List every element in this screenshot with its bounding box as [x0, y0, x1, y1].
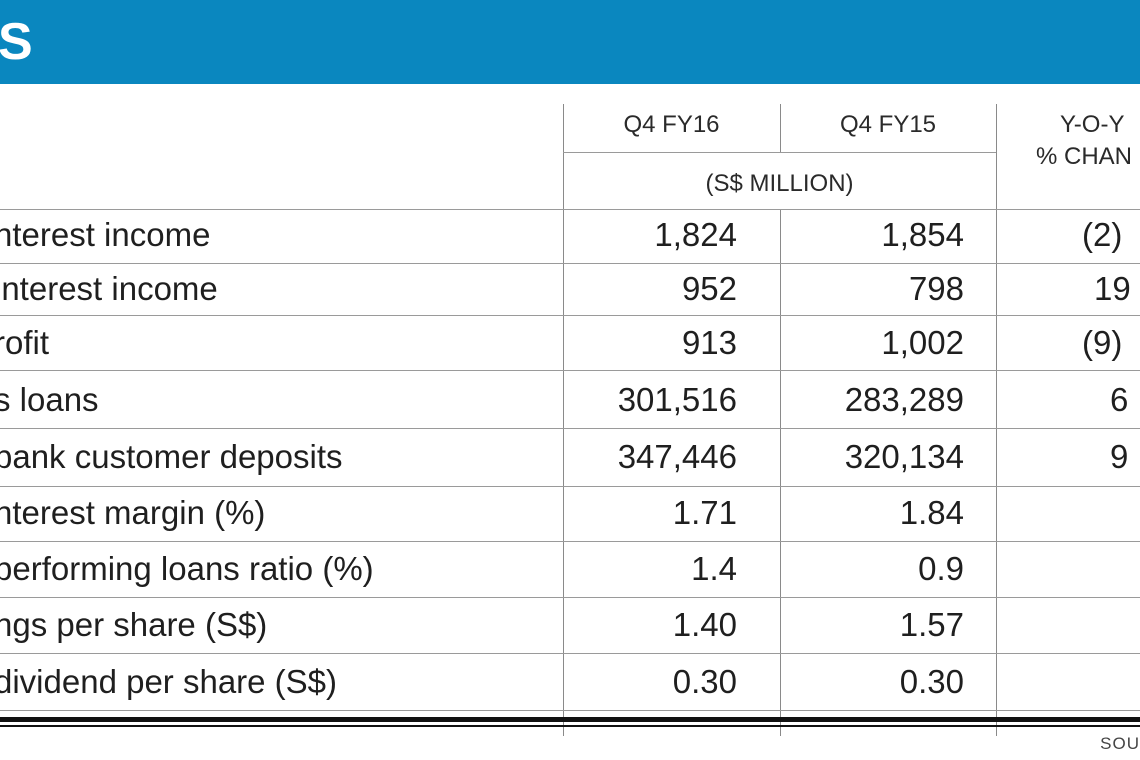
row-divider — [0, 428, 1140, 429]
cell-yoy: 6 — [1110, 381, 1129, 418]
cell-yoy: 9 — [1110, 438, 1129, 475]
source-note: SOU — [1100, 734, 1140, 753]
row-label: bank customer deposits — [0, 438, 343, 475]
column-divider — [780, 104, 781, 152]
cell-q4fy15: 798 — [908, 270, 964, 307]
header-bottom-rule — [0, 209, 1140, 210]
header-yoy-line2: % CHAN — [1036, 143, 1133, 170]
row-label: ngs per share (S$) — [0, 606, 268, 643]
header-units: (S$ MILLION) — [705, 170, 854, 197]
cell-q4fy15: 0.30 — [899, 663, 964, 700]
cell-yoy: 19 — [1094, 270, 1131, 307]
cell-yoy: (9) — [1082, 324, 1123, 361]
cell-q4fy15: 1,854 — [881, 216, 964, 253]
row-divider — [0, 315, 1140, 316]
header-q4fy16: Q4 FY16 — [623, 111, 720, 138]
row-label: s loans — [0, 381, 99, 418]
cell-q4fy15: 1.57 — [899, 606, 964, 643]
row-label: nterest margin (%) — [0, 494, 266, 531]
bottom-rule-thick — [0, 717, 1140, 722]
row-divider — [0, 653, 1140, 654]
row-label: rofit — [0, 324, 50, 361]
cell-q4fy15: 283,289 — [844, 381, 964, 418]
row-divider — [0, 541, 1140, 542]
cell-q4fy16: 347,446 — [617, 438, 737, 475]
cell-q4fy15: 0.9 — [918, 550, 964, 587]
row-label: performing loans ratio (%) — [0, 550, 374, 587]
column-divider — [996, 104, 997, 736]
banner-title: S — [0, 13, 33, 71]
cell-yoy: (2) — [1082, 216, 1123, 253]
column-divider — [563, 104, 564, 736]
bottom-rule-thin — [0, 725, 1140, 727]
header-yoy-line1: Y-O-Y — [1060, 111, 1125, 138]
cell-q4fy16: 913 — [681, 324, 737, 361]
row-label: dividend per share (S$) — [0, 663, 338, 700]
header-q4fy15: Q4 FY15 — [839, 111, 937, 138]
cell-q4fy16: 1.40 — [672, 606, 737, 643]
cell-q4fy16: 952 — [681, 270, 737, 307]
row-divider — [0, 710, 1140, 711]
cell-q4fy16: 0.30 — [672, 663, 737, 700]
cell-q4fy15: 320,134 — [844, 438, 964, 475]
row-divider — [0, 263, 1140, 264]
row-label: interest income — [0, 270, 218, 307]
cell-q4fy15: 1,002 — [881, 324, 964, 361]
cell-q4fy16: 1,824 — [654, 216, 737, 253]
cell-q4fy16: 1.71 — [672, 494, 737, 531]
row-divider — [0, 597, 1140, 598]
row-divider — [0, 486, 1140, 487]
header-divider — [563, 152, 996, 153]
cell-q4fy16: 301,516 — [617, 381, 737, 418]
row-label: nterest income — [0, 216, 211, 253]
column-divider — [780, 209, 781, 736]
title-banner: S — [0, 0, 1140, 84]
cell-q4fy15: 1.84 — [899, 494, 964, 531]
cell-q4fy16: 1.4 — [691, 550, 737, 587]
row-divider — [0, 370, 1140, 371]
